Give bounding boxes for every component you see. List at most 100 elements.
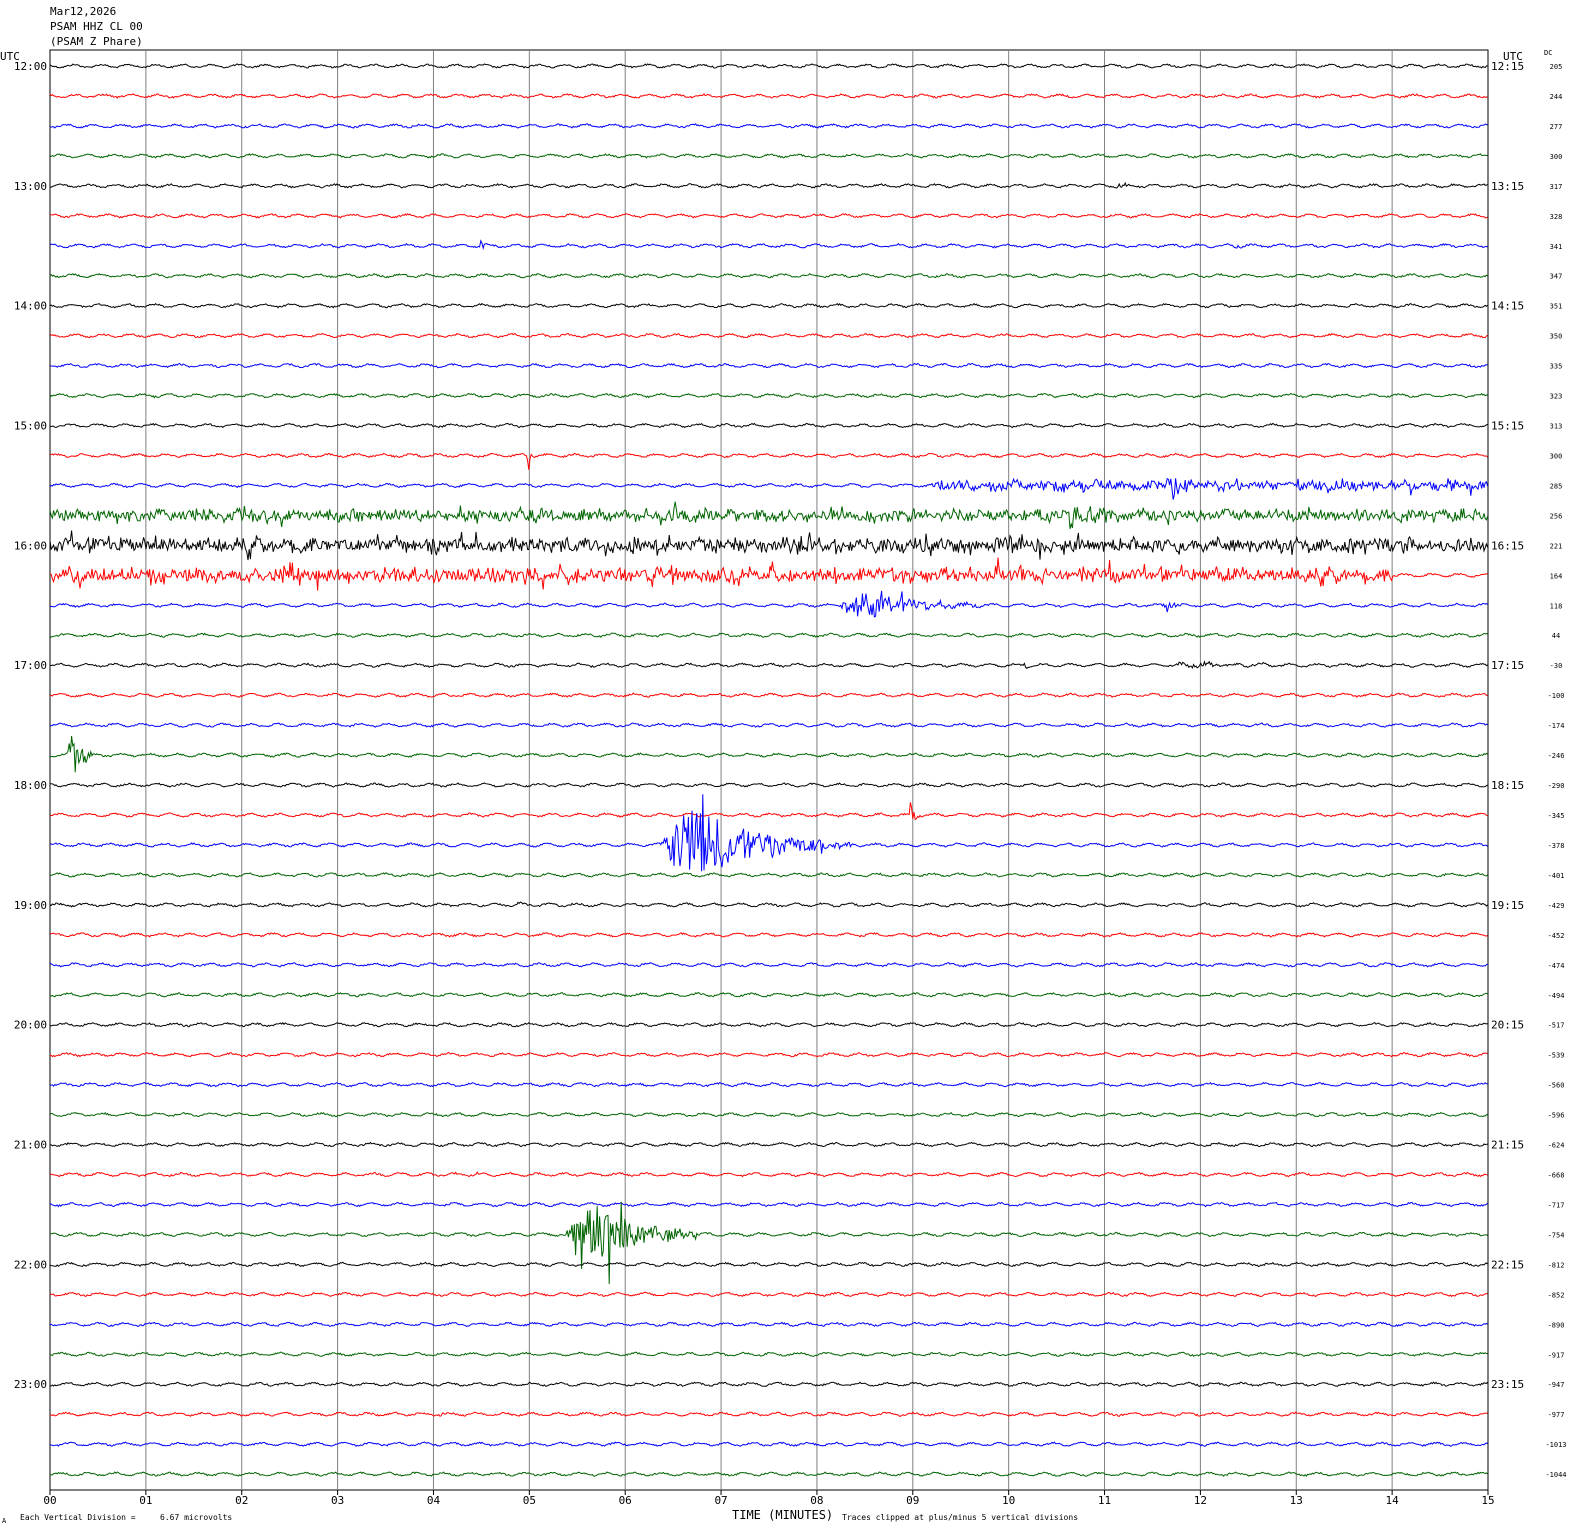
trace-row	[49, 1111, 1488, 1118]
trace-row	[49, 991, 1488, 998]
trace-row	[49, 452, 1488, 470]
hour-label-left: 18:00	[14, 779, 47, 792]
dc-offset-value: -560	[1548, 1082, 1565, 1090]
dc-offset-value: -30	[1550, 662, 1563, 670]
trace-row	[49, 1351, 1488, 1358]
dc-offset-value: 328	[1550, 213, 1563, 221]
dc-offset-value: 347	[1550, 273, 1563, 281]
trace-row	[49, 1321, 1488, 1328]
x-tick-label: 04	[427, 1494, 441, 1507]
dc-offset-value: 285	[1550, 482, 1563, 490]
hour-label-left: 21:00	[14, 1139, 47, 1152]
x-tick-label: 00	[43, 1494, 56, 1507]
x-tick-label: 02	[235, 1494, 248, 1507]
x-tick-label: 12	[1194, 1494, 1207, 1507]
dc-offset-value: -717	[1548, 1201, 1565, 1209]
dc-offset-value: -474	[1548, 962, 1565, 970]
utc-left-label: UTC	[0, 50, 20, 63]
x-tick-label: 01	[139, 1494, 152, 1507]
dc-offset-value: -754	[1548, 1231, 1565, 1239]
dc-offset-value: -890	[1548, 1321, 1565, 1329]
trace-row	[49, 1291, 1488, 1298]
x-tick-label: 09	[906, 1494, 919, 1507]
x-tick-label: 10	[1002, 1494, 1015, 1507]
dc-offset-value: -977	[1548, 1411, 1565, 1419]
trace-row	[49, 212, 1488, 219]
trace-row	[49, 901, 1488, 908]
trace-row	[49, 1411, 1488, 1417]
trace-row	[49, 1471, 1488, 1477]
dc-offset-value: -852	[1548, 1291, 1565, 1299]
dc-offset-value: 317	[1550, 183, 1563, 191]
trace-row	[49, 422, 1488, 429]
hour-label-right: 13:15	[1491, 180, 1524, 193]
dc-offset-value: 277	[1550, 123, 1563, 131]
dc-offset-value: 118	[1550, 602, 1563, 610]
dc-offset-value: -539	[1548, 1052, 1565, 1060]
dc-offset-value: 335	[1550, 363, 1563, 371]
hour-label-left: 20:00	[14, 1019, 47, 1032]
trace-row	[49, 392, 1488, 399]
trace-row	[49, 1171, 1488, 1178]
hour-label-left: 17:00	[14, 659, 47, 672]
station-code: PSAM HHZ CL 00	[50, 20, 143, 33]
trace-row	[49, 692, 1488, 698]
trace-row	[49, 1051, 1488, 1058]
hour-label-right: 15:15	[1491, 420, 1524, 433]
clip-note: Traces clipped at plus/minus 5 vertical …	[842, 1513, 1079, 1522]
hour-label-right: 16:15	[1491, 539, 1524, 552]
dc-offset-value: 300	[1550, 452, 1563, 460]
trace-row	[49, 1201, 1488, 1285]
dc-offset-value: -345	[1548, 812, 1565, 820]
dc-offset-value: 350	[1550, 333, 1563, 341]
dc-offset-value: -452	[1548, 932, 1565, 940]
dc-offset-value: -812	[1548, 1261, 1565, 1269]
trace-row	[49, 153, 1488, 159]
division-label: Each Vertical Division =	[20, 1513, 136, 1522]
trace-row	[49, 362, 1488, 369]
x-tick-label: 14	[1386, 1494, 1400, 1507]
dc-offset-value: -494	[1548, 992, 1565, 1000]
hour-label-right: 21:15	[1491, 1139, 1524, 1152]
trace-row	[49, 735, 1488, 773]
dc-offset-value: -1013	[1545, 1441, 1566, 1449]
dc-offset-value: -917	[1548, 1351, 1565, 1359]
trace-row	[49, 181, 1488, 189]
dc-offset-value: -596	[1548, 1112, 1565, 1120]
trace-row	[49, 1201, 1488, 1208]
dc-offset-value: 205	[1550, 63, 1563, 71]
division-value: 6.67 microvolts	[160, 1513, 233, 1522]
trace-row	[49, 93, 1488, 99]
trace-row	[49, 63, 1488, 69]
trace-row	[49, 932, 1488, 938]
dc-offset-value: 341	[1550, 243, 1563, 251]
hour-label-left: 12:00	[14, 60, 47, 73]
x-tick-label: 15	[1481, 1494, 1494, 1507]
utc-right-label: UTC	[1503, 50, 1523, 63]
trace-row	[49, 123, 1488, 129]
trace-row	[49, 1081, 1488, 1088]
trace-row	[49, 1261, 1488, 1268]
hour-label-right: 18:15	[1491, 779, 1524, 792]
station-description: (PSAM Z Phare)	[50, 35, 143, 48]
x-tick-label: 07	[714, 1494, 727, 1507]
x-tick-label: 13	[1290, 1494, 1303, 1507]
dc-offset-value: -100	[1548, 692, 1565, 700]
hour-label-right: 20:15	[1491, 1019, 1524, 1032]
hour-label-left: 15:00	[14, 420, 47, 433]
corner-mark: A	[2, 1517, 7, 1525]
hour-label-left: 16:00	[14, 539, 47, 552]
x-tick-label: 05	[523, 1494, 536, 1507]
dc-offset-value: 323	[1550, 393, 1563, 401]
x-tick-label: 03	[331, 1494, 344, 1507]
hour-label-right: 19:15	[1491, 899, 1524, 912]
x-axis-title: TIME (MINUTES)	[732, 1508, 834, 1522]
dc-offset-value: -290	[1548, 782, 1565, 790]
dc-offset-value: -401	[1548, 872, 1565, 880]
dc-offset-value: -1044	[1545, 1471, 1566, 1479]
hour-label-right: 14:15	[1491, 300, 1524, 313]
trace-row	[49, 477, 1489, 500]
dc-offset-value: -668	[1548, 1172, 1565, 1180]
trace-row	[49, 272, 1488, 279]
dc-offset-header: DC	[1544, 49, 1553, 57]
